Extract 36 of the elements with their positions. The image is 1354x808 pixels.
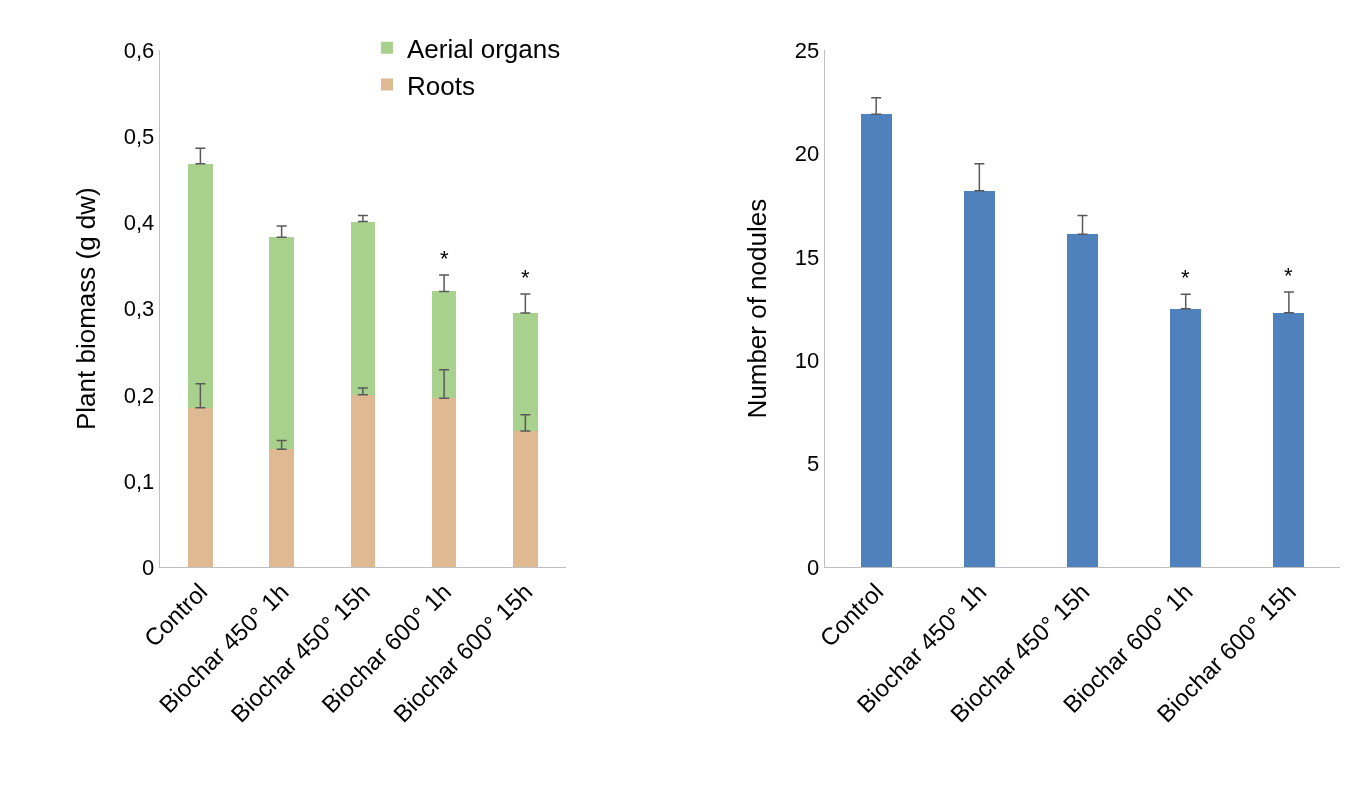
- bar: [269, 237, 294, 450]
- y-tick-label: 15: [794, 244, 820, 270]
- y-axis-title: Number of nodules: [742, 198, 773, 419]
- y-axis-title: Plant biomass (g dw): [71, 187, 102, 431]
- bar: [1273, 312, 1305, 568]
- y-tick-label: 0,6: [123, 37, 155, 63]
- bar: [269, 449, 294, 568]
- y-tick-label: 5: [806, 451, 820, 477]
- bar: [431, 398, 457, 568]
- legend-label: Aerial organs: [406, 33, 561, 64]
- y-tick-label: 0: [142, 554, 155, 580]
- y-tick-label: 25: [794, 37, 820, 63]
- y-tick-label: 10: [794, 348, 820, 374]
- y-tick-label: 0: [806, 554, 820, 580]
- bar: [513, 431, 538, 568]
- y-tick-label: 0,5: [123, 123, 155, 149]
- y-tick-label: 0,3: [123, 296, 155, 322]
- annotation: *: [521, 265, 530, 290]
- bar: [963, 190, 995, 568]
- y-tick-label: 20: [794, 141, 820, 167]
- annotation: *: [440, 246, 449, 271]
- y-tick-label: 0,1: [123, 468, 155, 494]
- bar: [350, 221, 376, 395]
- legend-label: Roots: [406, 70, 475, 101]
- bar: [860, 114, 892, 568]
- y-tick-label: 0,4: [123, 210, 155, 236]
- bar: [1170, 308, 1202, 568]
- bar: [431, 291, 457, 399]
- bar: [1067, 234, 1098, 568]
- bar: [188, 163, 213, 408]
- bar: [188, 407, 213, 568]
- annotation: *: [1284, 263, 1293, 288]
- annotation: *: [1181, 265, 1190, 290]
- bar: [513, 312, 538, 432]
- y-tick-label: 0,2: [123, 382, 155, 408]
- bar: [350, 394, 376, 568]
